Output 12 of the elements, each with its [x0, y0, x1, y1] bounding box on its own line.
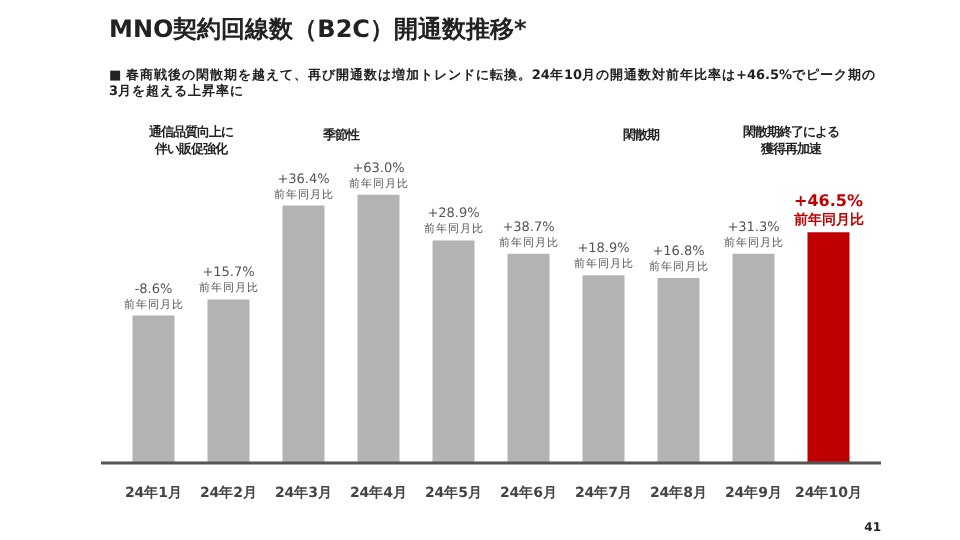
bar: [657, 277, 700, 463]
bar: [357, 194, 400, 463]
bar: [507, 253, 550, 463]
bar: [282, 205, 325, 463]
bar: [807, 232, 850, 463]
chart-title: MNO契約回線数（B2C）開通数推移*: [109, 15, 528, 43]
bar: [432, 240, 475, 463]
bar: [582, 275, 625, 463]
bar: [132, 315, 175, 463]
annotation: +46.5%: [794, 192, 863, 211]
bar: [732, 253, 775, 463]
bar: [207, 299, 250, 463]
